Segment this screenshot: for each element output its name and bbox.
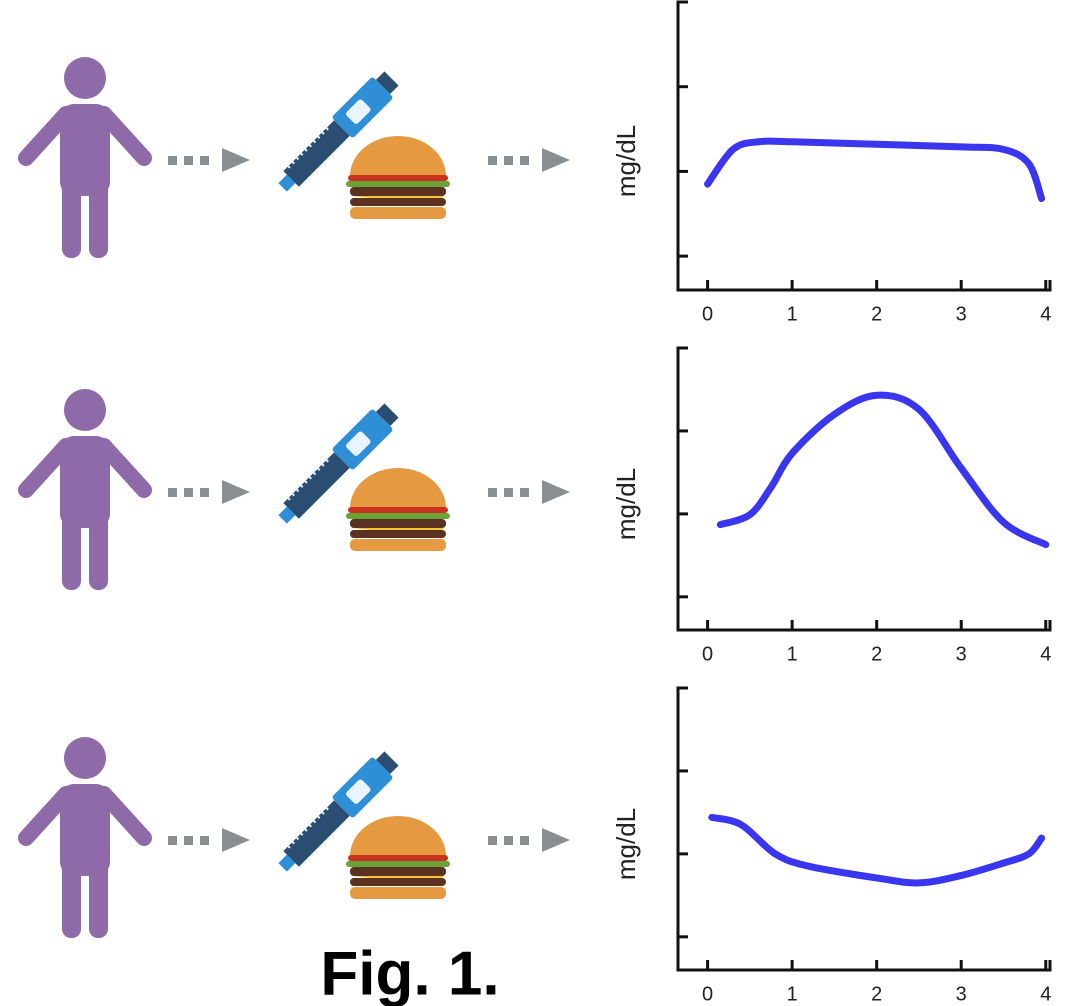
- x-tick-label: 3: [956, 643, 967, 665]
- x-tick-label: 3: [956, 983, 967, 1005]
- y-axis-label: mg/dL: [611, 468, 641, 540]
- x-tick-label: 2: [871, 303, 882, 325]
- data-line: [708, 141, 1042, 198]
- y-axis-label: mg/dL: [611, 808, 641, 880]
- x-tick-label: 1: [787, 303, 798, 325]
- x-tick-label: 0: [702, 643, 713, 665]
- figure: Fig. 1. 0 1 2 3 4 mg/dL 0 1 2 3 4 mg/dL 0 1 2 3 4 mg/dL: [0, 0, 1070, 1006]
- x-tick-label: 0: [702, 983, 713, 1005]
- x-tick-label: 0: [702, 303, 713, 325]
- data-line: [720, 395, 1046, 544]
- illustration-row: [26, 737, 570, 938]
- x-tick-label: 1: [787, 643, 798, 665]
- x-tick-label: 3: [956, 303, 967, 325]
- axis: [678, 688, 1050, 970]
- x-tick-label: 4: [1040, 643, 1051, 665]
- data-line: [712, 817, 1042, 883]
- x-tick-label: 4: [1040, 983, 1051, 1005]
- x-tick-label: 4: [1040, 303, 1051, 325]
- x-tick-label: 2: [871, 643, 882, 665]
- y-axis-label: mg/dL: [611, 125, 641, 197]
- illustration-row: [26, 57, 570, 258]
- x-tick-label: 2: [871, 983, 882, 1005]
- axis: [678, 348, 1050, 630]
- caption: Fig. 1.: [320, 939, 499, 1006]
- x-tick-label: 1: [787, 983, 798, 1005]
- illustration-row: [26, 389, 570, 590]
